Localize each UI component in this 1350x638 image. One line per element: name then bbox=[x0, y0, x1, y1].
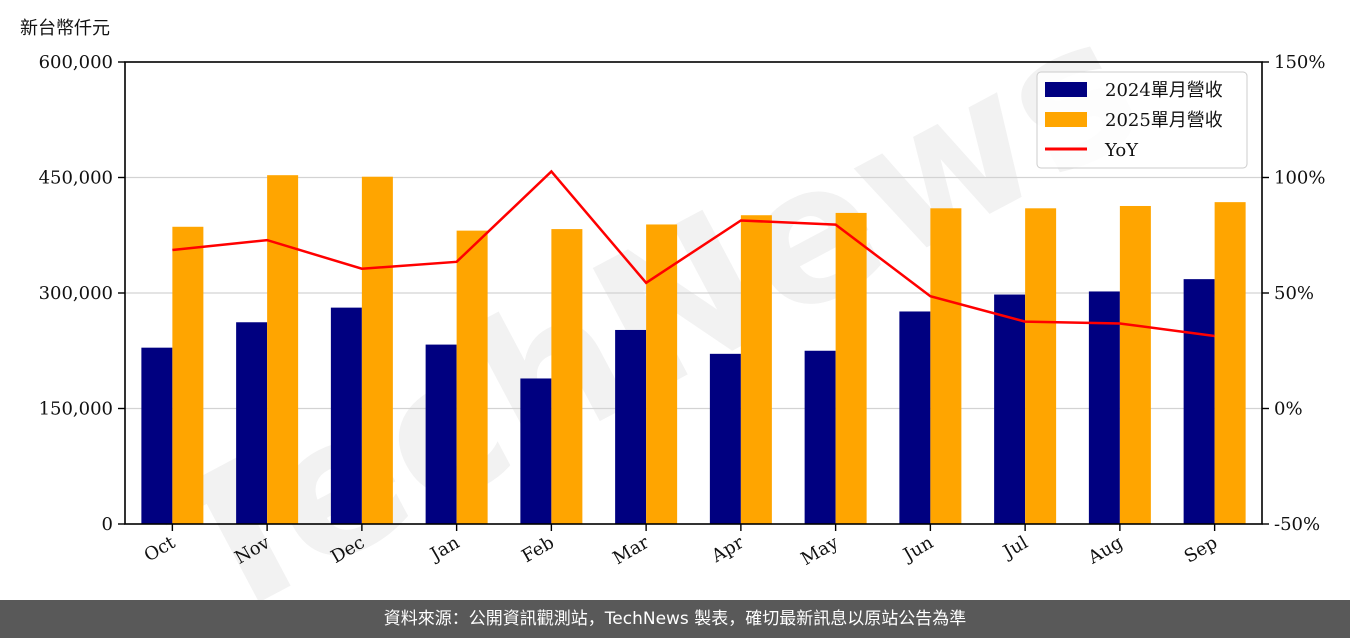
bar-2024 bbox=[236, 322, 268, 524]
bar-2024 bbox=[899, 311, 931, 524]
left-tick-label: 300,000 bbox=[39, 283, 113, 304]
x-tick-label: Jul bbox=[998, 532, 1032, 564]
x-tick-label: May bbox=[798, 532, 843, 570]
bar-2024 bbox=[141, 347, 173, 524]
left-tick-label: 600,000 bbox=[39, 52, 113, 73]
bar-2024 bbox=[520, 378, 552, 524]
bar-2025 bbox=[172, 226, 204, 524]
x-tick-label: Jun bbox=[898, 532, 937, 567]
right-tick-label: 0% bbox=[1274, 399, 1303, 420]
legend-swatch bbox=[1045, 112, 1087, 127]
bar-2024 bbox=[1183, 279, 1215, 524]
chart-svg: TechNews0150,000300,000450,000600,000-50… bbox=[39, 0, 1326, 638]
bar-2024 bbox=[994, 294, 1026, 524]
left-tick-label: 0 bbox=[102, 514, 113, 535]
x-tick-label: Feb bbox=[518, 532, 558, 567]
bar-2024 bbox=[330, 307, 362, 524]
right-tick-label: -50% bbox=[1274, 514, 1320, 535]
left-tick-label: 450,000 bbox=[39, 168, 113, 189]
legend-swatch bbox=[1045, 82, 1087, 97]
bar-2024 bbox=[804, 350, 836, 524]
x-tick-label: Sep bbox=[1181, 532, 1221, 567]
right-tick-label: 50% bbox=[1274, 283, 1314, 304]
legend-label: YoY bbox=[1104, 140, 1139, 161]
bar-2025 bbox=[740, 215, 772, 525]
bar-2025 bbox=[1119, 205, 1151, 525]
bar-2024 bbox=[425, 344, 457, 524]
bar-2025 bbox=[267, 175, 299, 524]
bar-2025 bbox=[930, 208, 962, 525]
bar-2025 bbox=[551, 229, 583, 524]
x-tick-label: Aug bbox=[1084, 532, 1127, 569]
bar-2025 bbox=[456, 230, 488, 524]
bar-2024 bbox=[1088, 291, 1120, 524]
bar-2024 bbox=[615, 329, 647, 524]
revenue-chart: 新台幣仟元 TechNews 0 150,000 300,000 450,000 600,… bbox=[20, 0, 1326, 638]
bar-2025 bbox=[1214, 202, 1246, 524]
yoy-line bbox=[172, 169, 1215, 338]
bar-2024 bbox=[709, 353, 741, 524]
left-tick-label: 150,000 bbox=[39, 399, 113, 420]
legend-label: 2025單月營收 bbox=[1105, 110, 1223, 131]
bar-2025 bbox=[361, 176, 393, 525]
source-footer: 資料來源：公開資訊觀測站，TechNews 製表，確切最新訊息以原站公告為準 bbox=[0, 600, 1350, 638]
right-tick-label: 100% bbox=[1274, 168, 1325, 189]
legend-box bbox=[1036, 71, 1248, 169]
bar-2025 bbox=[1025, 208, 1057, 525]
unit-label: 新台幣仟元 bbox=[20, 18, 110, 39]
bar-2025 bbox=[835, 212, 867, 525]
bar-2025 bbox=[646, 224, 678, 524]
legend-label: 2024單月營收 bbox=[1105, 80, 1223, 101]
x-tick-label: Mar bbox=[609, 532, 653, 569]
x-tick-label: Apr bbox=[707, 532, 747, 567]
right-tick-label: 150% bbox=[1274, 52, 1325, 73]
